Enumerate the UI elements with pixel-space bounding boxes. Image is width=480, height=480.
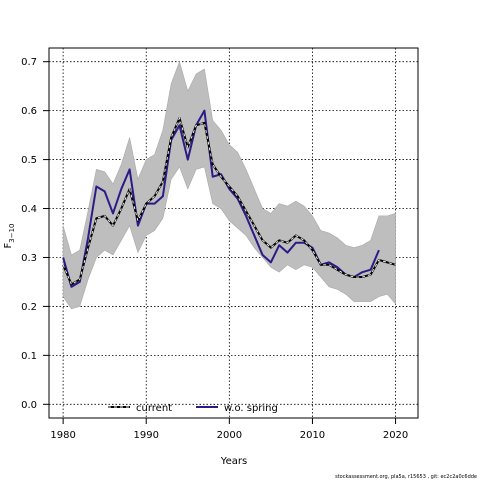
y-tick-label: 0.3 <box>21 253 37 264</box>
series-line-w-o-spring <box>62 109 380 288</box>
plot-frame <box>48 47 419 419</box>
y-tick-label: 0.7 <box>21 57 37 68</box>
y-tick-label: 0.6 <box>21 106 37 117</box>
y-axis-label: F3−10 <box>3 224 16 249</box>
y-tick-label: 0.2 <box>21 302 37 313</box>
x-tick-label: 1990 <box>134 430 159 441</box>
x-axis: 1980 1990 2000 2010 2020 <box>50 418 408 441</box>
y-axis: 0.0 0.1 0.2 0.3 0.4 0.5 0.6 0.7 <box>21 57 49 411</box>
y-tick-label: 0.1 <box>21 351 37 362</box>
legend-label-current: current <box>136 403 172 414</box>
x-tick-label: 2000 <box>217 430 242 441</box>
legend-label-w-o-spring: w.o. spring <box>224 403 278 414</box>
x-axis-label: Years <box>220 456 247 467</box>
y-axis-label-subscript: 3−10 <box>8 224 16 243</box>
x-tick-label: 1980 <box>50 430 75 441</box>
y-tick-label: 0.4 <box>21 204 37 215</box>
x-tick-label: 2010 <box>300 430 325 441</box>
x-tick-label: 2020 <box>383 430 408 441</box>
y-tick-label: 0.0 <box>21 400 37 411</box>
legend: current w.o. spring <box>108 403 278 414</box>
series-line-current-dash <box>62 116 396 286</box>
footnote: stockassessment.org, pla5a, r15653 , git… <box>335 474 477 480</box>
y-axis-label-main: F <box>3 243 14 249</box>
grid <box>49 48 418 418</box>
series-lines <box>62 109 396 288</box>
y-tick-label: 0.5 <box>21 155 37 166</box>
